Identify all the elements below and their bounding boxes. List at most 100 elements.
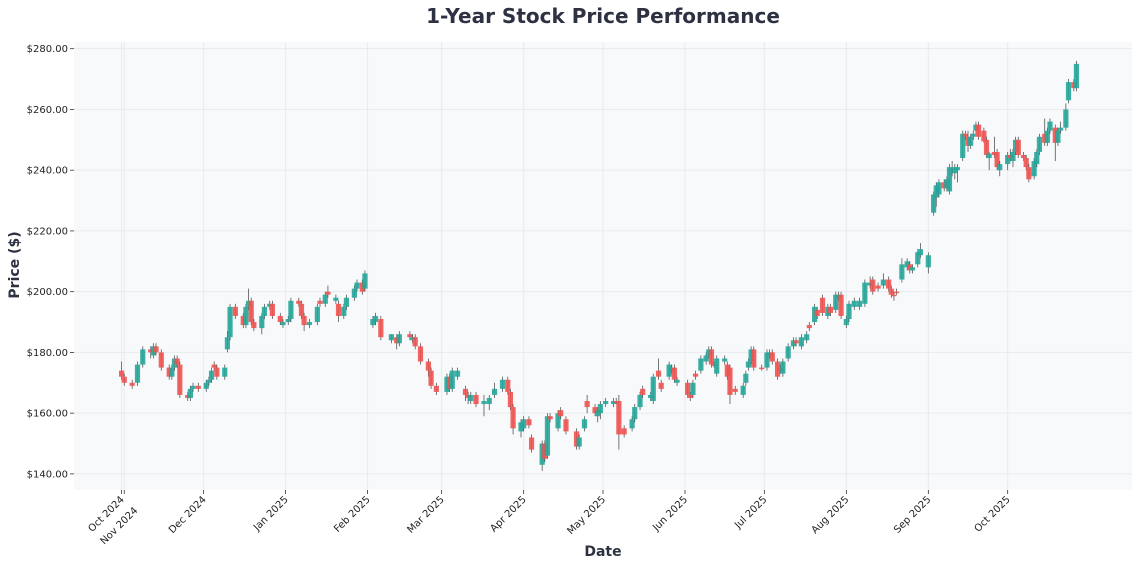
candle-down xyxy=(875,285,881,289)
candle-up xyxy=(880,279,886,286)
candle-up xyxy=(904,261,910,268)
candle-up xyxy=(576,437,582,447)
candle-up xyxy=(306,322,313,326)
candle-down xyxy=(981,130,987,142)
candle-up xyxy=(454,370,461,377)
candle-up xyxy=(703,355,709,362)
candle-up xyxy=(960,133,966,159)
candle-up xyxy=(288,300,294,320)
candle-up xyxy=(843,319,849,326)
candle-up xyxy=(597,404,603,414)
candle-up xyxy=(468,394,474,402)
candle-up xyxy=(206,379,212,383)
candle-down xyxy=(1007,154,1013,159)
candle-up xyxy=(449,370,455,389)
candle-up xyxy=(140,349,146,365)
y-tick-label: $140.00 xyxy=(27,469,68,480)
candle-up xyxy=(261,306,268,316)
candle-up xyxy=(1047,121,1053,131)
candle-down xyxy=(394,337,400,344)
candle-up xyxy=(259,315,265,329)
candle-down xyxy=(378,319,384,338)
candle-down xyxy=(542,443,548,459)
candle-up xyxy=(648,394,654,398)
candle-up xyxy=(409,337,416,341)
candle-down xyxy=(616,401,622,435)
candle-up xyxy=(539,443,545,465)
candle-down xyxy=(1071,82,1077,89)
candle-down xyxy=(941,182,947,189)
candle-up xyxy=(637,394,643,408)
candle-up xyxy=(190,385,196,389)
candle-up xyxy=(1055,130,1061,143)
candle-up xyxy=(986,153,992,159)
candle-down xyxy=(975,124,982,137)
candle-down xyxy=(1042,133,1048,143)
candle-up xyxy=(846,303,852,320)
candle-down xyxy=(655,370,662,377)
candle-down xyxy=(759,367,765,370)
candle-up xyxy=(150,346,156,356)
candle-down xyxy=(359,282,365,292)
candle-up xyxy=(851,300,857,307)
candle-down xyxy=(412,337,418,347)
candle-down xyxy=(640,388,646,395)
candle-up xyxy=(632,407,638,420)
candle-down xyxy=(870,279,876,292)
candle-up xyxy=(351,288,357,298)
candle-up xyxy=(444,376,450,392)
candle-down xyxy=(827,306,834,313)
candle-down xyxy=(751,349,757,368)
candle-down xyxy=(983,139,990,155)
y-axis-label: Price ($) xyxy=(7,231,23,298)
candle-up xyxy=(603,401,609,405)
candle-down xyxy=(886,279,892,289)
candle-down xyxy=(119,370,125,377)
candle-up xyxy=(669,367,675,371)
candle-down xyxy=(298,303,305,316)
candle-up xyxy=(388,334,394,341)
candle-up xyxy=(722,358,728,362)
candle-down xyxy=(994,151,1000,168)
x-tick-label: Mar 2025 xyxy=(405,494,446,535)
candle-up xyxy=(629,419,635,429)
candle-up xyxy=(396,334,402,344)
candle-down xyxy=(510,407,516,429)
candle-up xyxy=(835,294,842,298)
y-tick-label: $180.00 xyxy=(27,348,68,359)
candle-up xyxy=(706,349,712,356)
candle-up xyxy=(322,294,328,304)
candle-down xyxy=(325,291,331,295)
candle-down xyxy=(211,364,217,368)
candle-up xyxy=(909,267,916,271)
candle-up xyxy=(581,419,588,429)
candle-up xyxy=(1044,130,1050,143)
candle-up xyxy=(208,370,215,380)
candle-down xyxy=(891,294,897,297)
candle-up xyxy=(314,306,320,323)
candle-down xyxy=(1015,139,1021,155)
candle-up xyxy=(341,306,347,316)
candle-up xyxy=(785,346,791,359)
candle-up xyxy=(925,255,931,268)
candle-down xyxy=(214,367,220,377)
candle-down xyxy=(166,367,172,377)
candle-up xyxy=(1036,136,1043,152)
candle-up xyxy=(812,306,818,323)
candle-down xyxy=(177,364,183,395)
chart-title: 1-Year Stock Price Performance xyxy=(426,4,780,28)
candle-down xyxy=(806,325,812,329)
candle-up xyxy=(856,300,863,307)
candle-up xyxy=(499,379,506,389)
candle-up xyxy=(227,306,233,338)
candle-down xyxy=(407,334,413,338)
candle-up xyxy=(362,273,368,289)
candle-up xyxy=(804,334,810,341)
candle-down xyxy=(433,385,439,392)
candle-up xyxy=(970,133,976,137)
candle-up xyxy=(544,416,551,456)
y-tick-label: $260.00 xyxy=(27,105,68,116)
candle-up xyxy=(946,167,953,192)
candle-down xyxy=(962,133,968,137)
